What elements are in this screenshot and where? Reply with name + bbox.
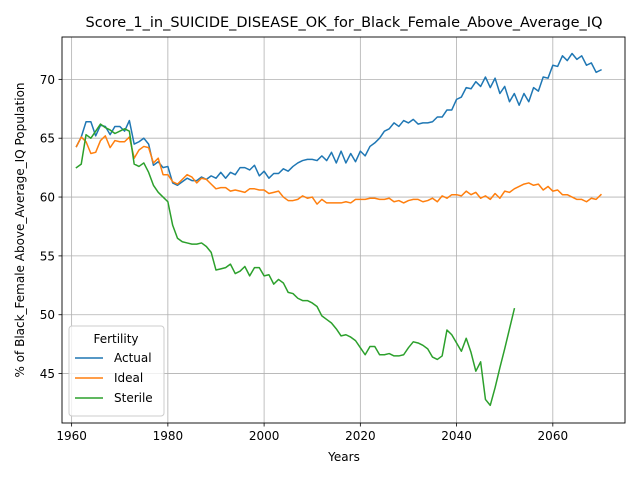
legend-items: Actual Ideal Sterile bbox=[75, 351, 153, 405]
y-tick-label: 65 bbox=[40, 132, 55, 146]
plot-frame bbox=[61, 36, 626, 424]
series-line-ideal bbox=[75, 135, 603, 205]
legend-box bbox=[68, 325, 165, 417]
x-axis-title: Years bbox=[327, 450, 360, 464]
x-tick-label: 2040 bbox=[441, 429, 472, 443]
y-axis-ticks: 45 50 55 60 65 70 bbox=[40, 73, 62, 381]
chart-title: Score_1_in_SUICIDE_DISEASE_OK_for_Black_… bbox=[86, 15, 603, 31]
y-tick-label: 60 bbox=[40, 191, 55, 205]
series-lines bbox=[75, 52, 603, 407]
y-tick-label: 55 bbox=[40, 249, 55, 263]
legend: Fertility Actual Ideal Sterile bbox=[68, 325, 165, 417]
series-line-actual bbox=[75, 52, 602, 187]
series-line-sterile bbox=[75, 123, 516, 407]
x-axis-ticks: 1960 1980 2000 2020 2040 2060 bbox=[56, 423, 568, 443]
y-axis-title: % of Black_Female Above_Average_IQ Popul… bbox=[13, 82, 27, 377]
legend-title: Fertility bbox=[93, 332, 138, 346]
x-tick-label: 2060 bbox=[538, 429, 569, 443]
y-tick-label: 70 bbox=[40, 73, 55, 87]
y-tick-label: 50 bbox=[40, 308, 55, 322]
legend-label-ideal: Ideal bbox=[114, 371, 143, 385]
x-tick-label: 2000 bbox=[249, 429, 280, 443]
x-tick-label: 1980 bbox=[153, 429, 184, 443]
x-tick-label: 2020 bbox=[345, 429, 376, 443]
y-tick-label: 45 bbox=[40, 367, 55, 381]
legend-label-actual: Actual bbox=[114, 351, 152, 365]
gridlines bbox=[62, 37, 625, 423]
x-tick-label: 1960 bbox=[56, 429, 87, 443]
legend-label-sterile: Sterile bbox=[114, 391, 153, 405]
